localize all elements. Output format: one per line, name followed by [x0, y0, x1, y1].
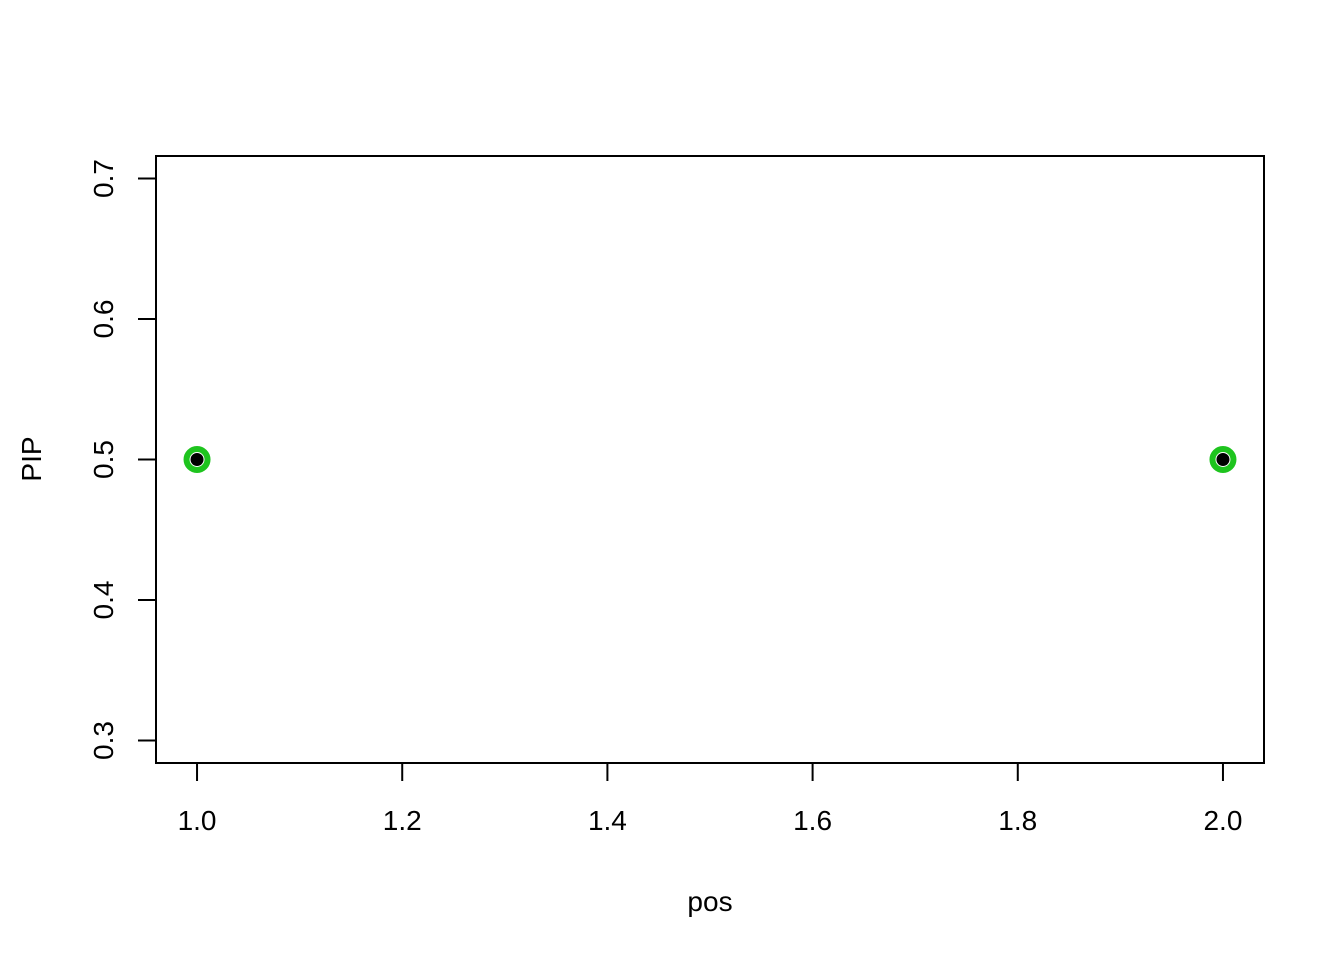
pip-dot-marker [1216, 453, 1230, 466]
y-tick-label: 0.3 [88, 721, 119, 760]
y-axis-title: PIP [16, 436, 47, 481]
y-tick-label: 0.7 [88, 159, 119, 198]
x-axis-title: pos [687, 886, 732, 917]
y-tick-label: 0.5 [88, 440, 119, 479]
y-axis: 0.3 0.4 0.5 0.6 0.7 [88, 159, 156, 760]
cs-circle-marker [183, 446, 211, 473]
x-tick-label: 1.0 [178, 805, 217, 836]
x-tick-label: 1.2 [383, 805, 422, 836]
data-points [183, 446, 1237, 473]
pip-dot-marker [190, 453, 204, 466]
cs-circle-marker [1209, 446, 1237, 473]
y-tick-label: 0.4 [88, 581, 119, 620]
plot-border [155, 155, 1265, 764]
x-tick-label: 1.8 [998, 805, 1037, 836]
x-tick-label: 1.6 [793, 805, 832, 836]
x-tick-label: 1.4 [588, 805, 627, 836]
x-axis: 1.0 1.2 1.4 1.6 1.8 2.0 [178, 763, 1242, 836]
y-tick-label: 0.6 [88, 300, 119, 339]
x-tick-label: 2.0 [1203, 805, 1242, 836]
